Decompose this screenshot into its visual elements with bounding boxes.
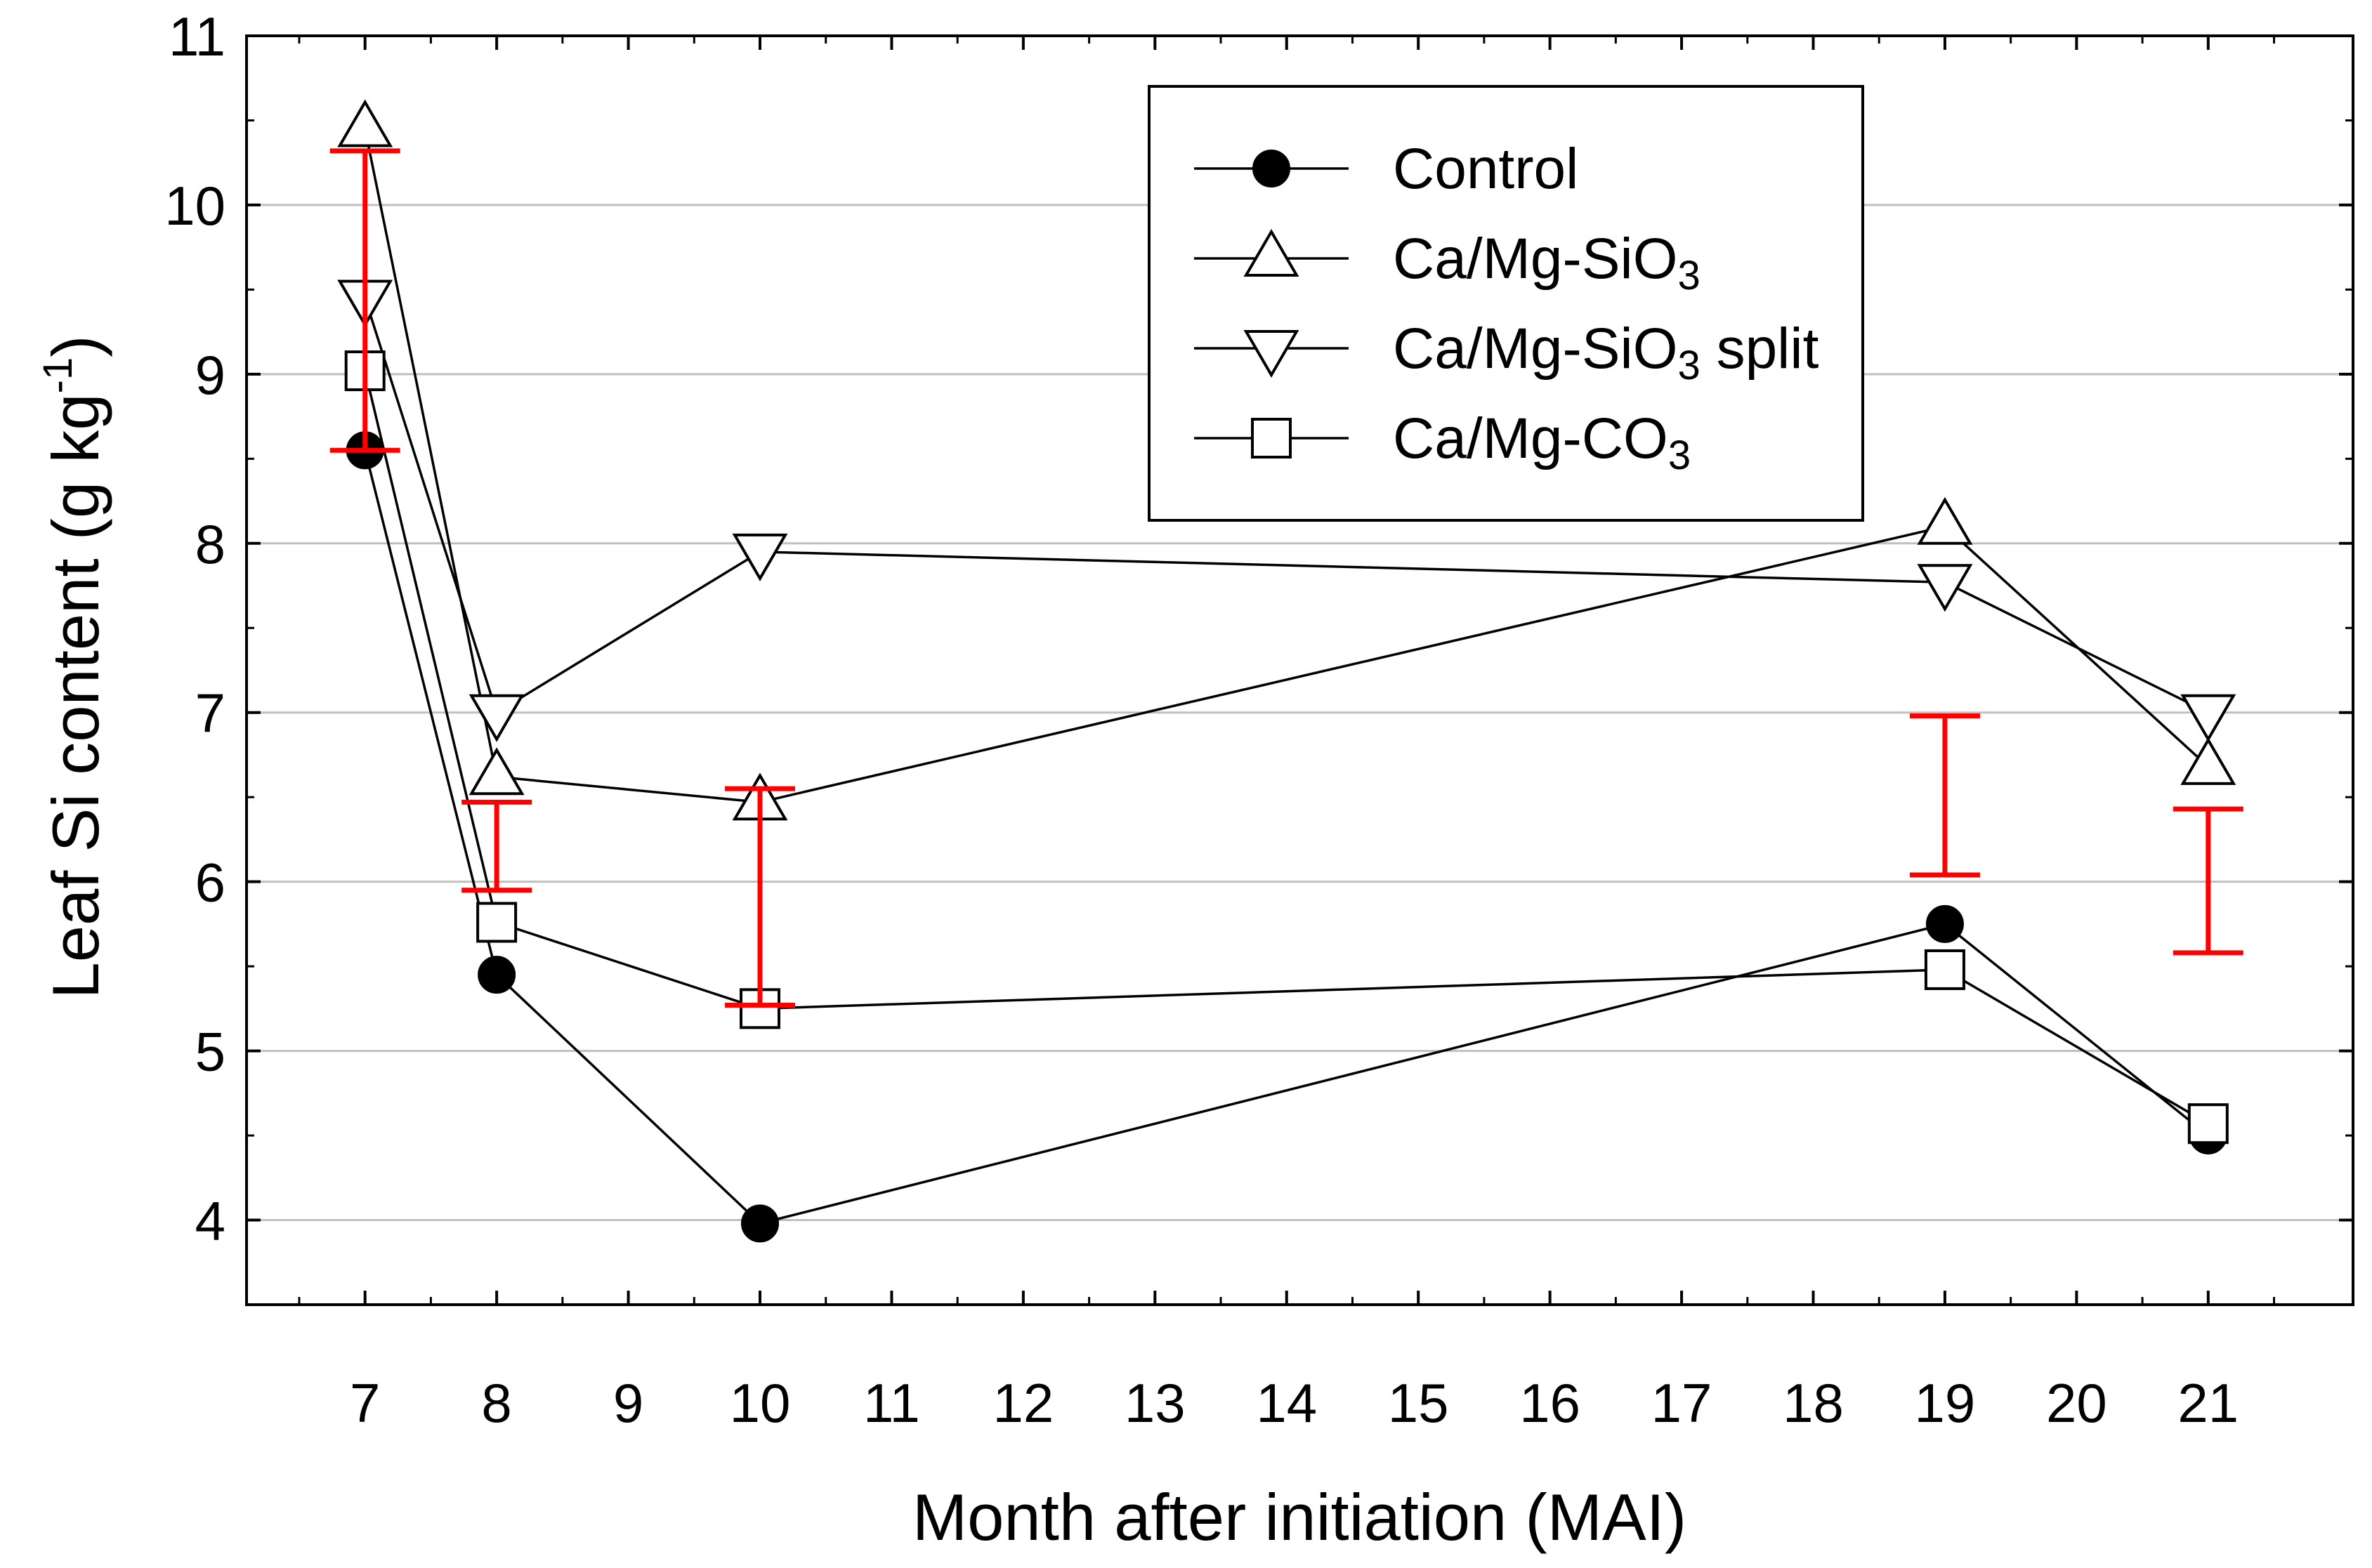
x-tick-label-16: 16: [1519, 1372, 1580, 1434]
legend-label-main: Ca/Mg-SiO: [1393, 227, 1678, 291]
y-axis-title: Leaf Si content (g kg-1): [35, 335, 112, 999]
x-tick-label-8: 8: [481, 1372, 511, 1434]
y-tick-label-5: 5: [195, 1021, 225, 1083]
data-point-s4-x19: [1924, 949, 1965, 990]
legend-label-subscript: 3: [1678, 253, 1701, 298]
x-tick-label-19: 19: [1915, 1372, 1976, 1434]
legend-marker-4: [1251, 418, 1292, 459]
legend-item-1: Control: [1194, 137, 1578, 201]
x-tick-label-20: 20: [2046, 1372, 2107, 1434]
plot-area-frame: [245, 34, 2354, 1306]
legend-label-1: Control: [1393, 137, 1578, 201]
x-tick-label-13: 13: [1125, 1372, 1186, 1434]
error-bar-x8: [461, 799, 532, 893]
y-tick-label-8: 8: [195, 513, 225, 575]
y-axis-title-superscript: -1: [35, 357, 81, 394]
y-tick-label-7: 7: [195, 683, 225, 744]
legend-label-subscript: 3: [1668, 433, 1691, 478]
data-point-s1-x10: [741, 1204, 780, 1243]
data-point-s3-x21: [2180, 694, 2236, 742]
y-tick-label-10: 10: [164, 175, 225, 237]
legend-item-4: Ca/Mg-CO3: [1194, 407, 1691, 478]
y-axis-title-main: Leaf Si content (g kg: [39, 393, 112, 999]
x-tick-label-17: 17: [1651, 1372, 1712, 1434]
y-tick-label-11: 11: [169, 6, 225, 67]
data-point-s3-x8: [468, 694, 525, 742]
series-4: [344, 350, 2229, 1145]
data-point-s1-x19: [1925, 904, 1964, 943]
x-tick-label-12: 12: [992, 1372, 1054, 1434]
legend-label-subscript: 3: [1678, 343, 1701, 388]
x-tick-label-9: 9: [613, 1372, 643, 1434]
series-1: [346, 431, 2227, 1243]
legend-label-2: Ca/Mg-SiO3: [1393, 227, 1701, 298]
legend-label-suffix: split: [1701, 317, 1819, 381]
x-tick-label-10: 10: [730, 1372, 791, 1434]
error-bar-x21: [2173, 806, 2243, 956]
legend-item-3: Ca/Mg-SiO3 split: [1194, 317, 1819, 388]
data-point-s4-x8: [476, 902, 518, 943]
error-bar-x10: [725, 786, 796, 1008]
legend-label-main: Ca/Mg-SiO: [1393, 317, 1678, 381]
x-tick-label-15: 15: [1388, 1372, 1449, 1434]
series-layer: [337, 99, 2236, 1243]
data-point-s2-x19: [1917, 496, 1973, 545]
x-tick-label-18: 18: [1783, 1372, 1844, 1434]
x-tick-label-21: 21: [2177, 1372, 2239, 1434]
axis-ticks: 4 5 6 7 8 9 10 11 7 8 9 10 11 12 13 14 15 16 17 18 19 20 21: [164, 6, 2353, 1434]
data-point-s1-x8: [478, 956, 516, 994]
x-tick-label-11: 11: [863, 1372, 920, 1434]
legend-marker-3: [1243, 330, 1299, 378]
data-point-s3-x10: [732, 533, 788, 581]
legend-label-3: Ca/Mg-SiO3 split: [1393, 317, 1819, 388]
y-tick-label-4: 4: [195, 1190, 225, 1252]
data-point-s2-x7: [337, 99, 393, 147]
y-axis-title-end: ): [39, 335, 112, 357]
data-point-s4-x21: [2187, 1103, 2229, 1145]
data-point-s2-x21: [2180, 737, 2236, 785]
legend-marker-1: [1252, 150, 1290, 187]
error-bars: [329, 148, 2243, 1008]
legend-item-2: Ca/Mg-SiO3: [1194, 227, 1701, 298]
error-bar-x7: [329, 148, 400, 453]
y-tick-label-9: 9: [195, 344, 225, 406]
x-axis-title: Month after initiation (MAI): [912, 1480, 1686, 1554]
data-point-s3-x19: [1917, 564, 1973, 612]
data-point-s2-x8: [468, 747, 525, 796]
legend-label-4: Ca/Mg-CO3: [1393, 407, 1691, 478]
legend-label-main: Control: [1393, 137, 1578, 201]
legend-marker-2: [1243, 229, 1299, 277]
legend-label-main: Ca/Mg-CO: [1393, 407, 1668, 470]
x-tick-label-14: 14: [1256, 1372, 1317, 1434]
x-tick-label-7: 7: [350, 1372, 380, 1434]
y-tick-label-6: 6: [195, 852, 225, 914]
error-bar-x19: [1909, 713, 1980, 878]
